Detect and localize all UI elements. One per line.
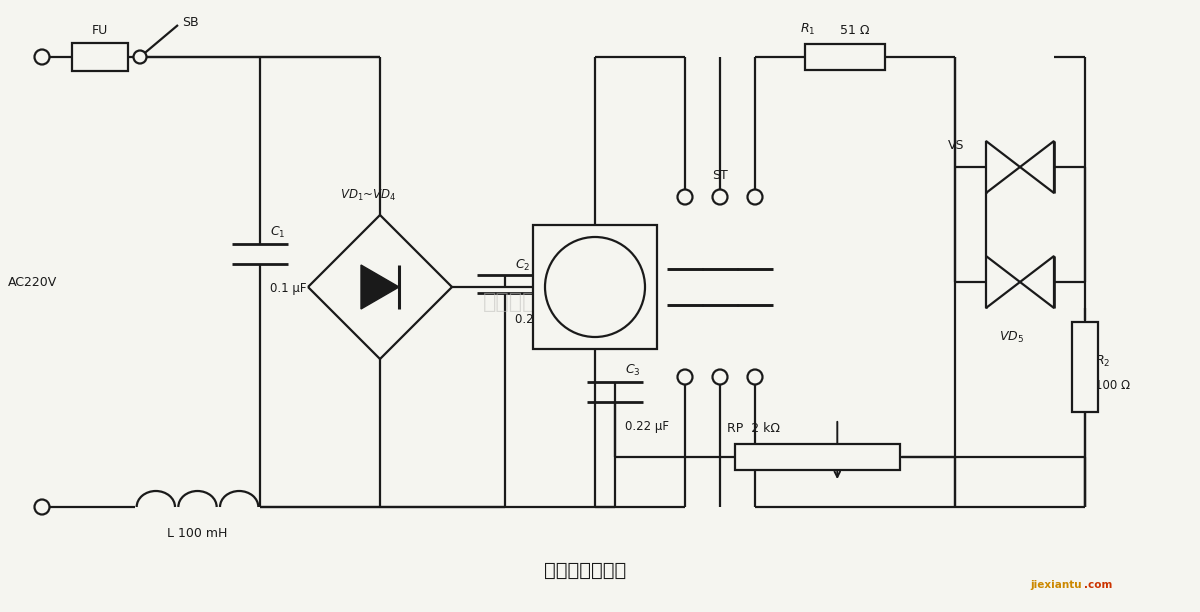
Bar [1072,322,1098,412]
Bar [805,44,886,70]
Polygon shape [986,256,1020,308]
Bar [734,444,900,470]
Text: jiexiantu: jiexiantu [1030,580,1081,590]
Circle shape [713,370,727,384]
Text: $R_2$: $R_2$ [1096,354,1110,368]
Text: 0.1 μF: 0.1 μF [270,282,306,295]
Text: 0.22 μF: 0.22 μF [515,313,559,326]
Text: RP  2 kΩ: RP 2 kΩ [727,422,780,435]
Circle shape [678,370,692,384]
Circle shape [545,237,646,337]
Text: VS: VS [948,139,965,152]
Polygon shape [1020,141,1054,193]
Circle shape [678,190,692,204]
Text: $C_3$: $C_3$ [625,363,641,378]
Circle shape [748,190,762,204]
Bar [72,43,128,71]
Text: SB: SB [182,16,199,29]
Polygon shape [986,141,1020,193]
Text: 51 Ω: 51 Ω [840,24,870,37]
Text: L 100 mH: L 100 mH [167,527,228,540]
Polygon shape [361,265,398,309]
Text: ST: ST [712,169,728,182]
Polygon shape [1020,256,1054,308]
Text: $VD_5$: $VD_5$ [1000,330,1025,345]
Text: M: M [587,272,604,290]
Circle shape [748,370,762,384]
Circle shape [133,51,146,64]
Text: $R_1$: $R_1$ [800,22,816,37]
Circle shape [713,190,727,204]
Text: FU: FU [92,24,108,37]
Text: AC220V: AC220V [8,275,58,288]
Text: 100 Ω: 100 Ω [1096,379,1130,392]
Text: 杭州将睿科技有限公司: 杭州将睿科技有限公司 [484,292,617,312]
Text: $VD_1$~$VD_4$: $VD_1$~$VD_4$ [340,188,396,203]
Bar [533,225,658,349]
Text: —: — [589,302,601,316]
Circle shape [35,50,49,64]
Circle shape [35,499,49,515]
Text: 电子按摩器电路: 电子按摩器电路 [544,561,626,580]
Text: .com: .com [1084,580,1112,590]
Text: $C_2$: $C_2$ [515,258,530,273]
Text: 0.22 μF: 0.22 μF [625,420,670,433]
Text: $C_1$: $C_1$ [270,225,286,240]
